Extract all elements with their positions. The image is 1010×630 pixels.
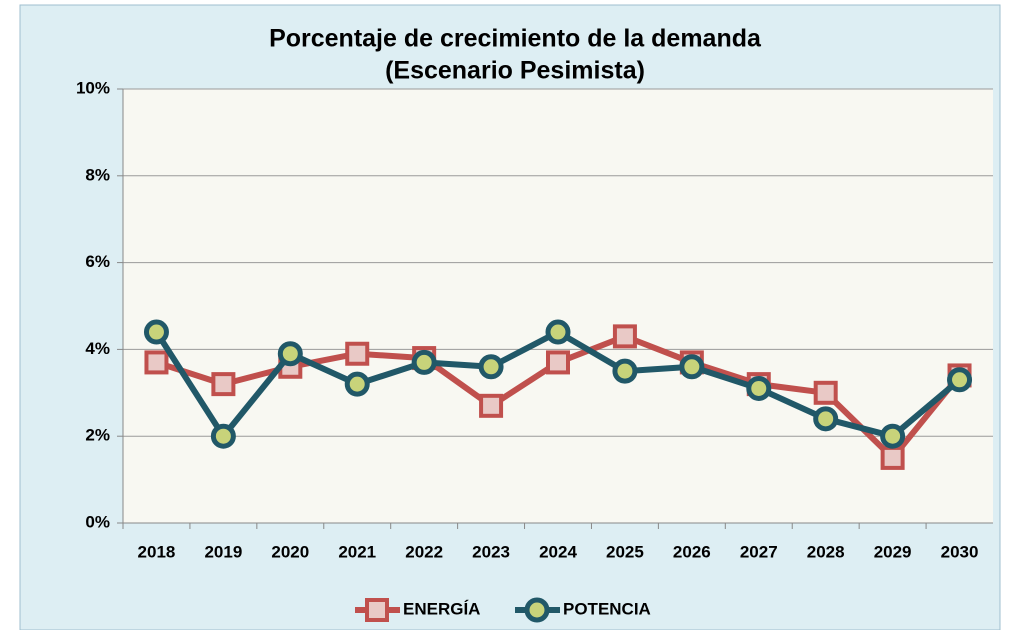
x-tick-label: 2026 (673, 542, 711, 561)
y-tick-label: 4% (85, 339, 110, 358)
x-tick-label: 2020 (271, 542, 309, 561)
x-tick-label: 2028 (807, 542, 845, 561)
marker (478, 354, 504, 380)
marker (813, 406, 839, 432)
marker (144, 350, 169, 375)
x-tick-label: 2023 (472, 542, 510, 561)
marker (344, 371, 370, 397)
marker (612, 358, 638, 384)
legend-label: ENERGÍA (403, 599, 480, 618)
marker (947, 367, 973, 393)
marker (546, 350, 570, 375)
marker (679, 354, 705, 380)
y-tick-label: 10% (76, 78, 110, 97)
marker (277, 341, 303, 367)
marker (880, 423, 906, 449)
x-tick-label: 2025 (606, 542, 644, 561)
x-tick-label: 2022 (405, 542, 443, 561)
legend-label: POTENCIA (563, 599, 651, 618)
marker (746, 375, 772, 401)
y-tick-label: 8% (85, 165, 110, 184)
x-tick-label: 2019 (204, 542, 242, 561)
x-tick-label: 2027 (740, 542, 778, 561)
y-tick-label: 6% (85, 252, 110, 271)
marker (813, 380, 838, 405)
marker (211, 372, 236, 397)
legend-marker (365, 598, 389, 622)
marker (545, 319, 571, 345)
y-tick-label: 0% (85, 512, 110, 531)
x-tick-label: 2021 (338, 542, 376, 561)
marker (880, 445, 905, 470)
x-tick-label: 2030 (941, 542, 979, 561)
marker (143, 319, 169, 345)
marker (345, 341, 370, 366)
marker (411, 349, 437, 375)
marker (210, 423, 236, 449)
x-tick-label: 2024 (539, 542, 577, 561)
y-tick-label: 2% (85, 426, 110, 445)
marker (479, 393, 504, 418)
x-tick-label: 2018 (138, 542, 176, 561)
chart-subtitle: (Escenario Pesimista) (385, 57, 645, 85)
x-tick-label: 2029 (874, 542, 912, 561)
plot-area (123, 89, 993, 523)
chart-title: Porcentaje de crecimiento de la demanda (269, 25, 762, 53)
legend-marker (524, 597, 550, 623)
marker (612, 324, 637, 349)
